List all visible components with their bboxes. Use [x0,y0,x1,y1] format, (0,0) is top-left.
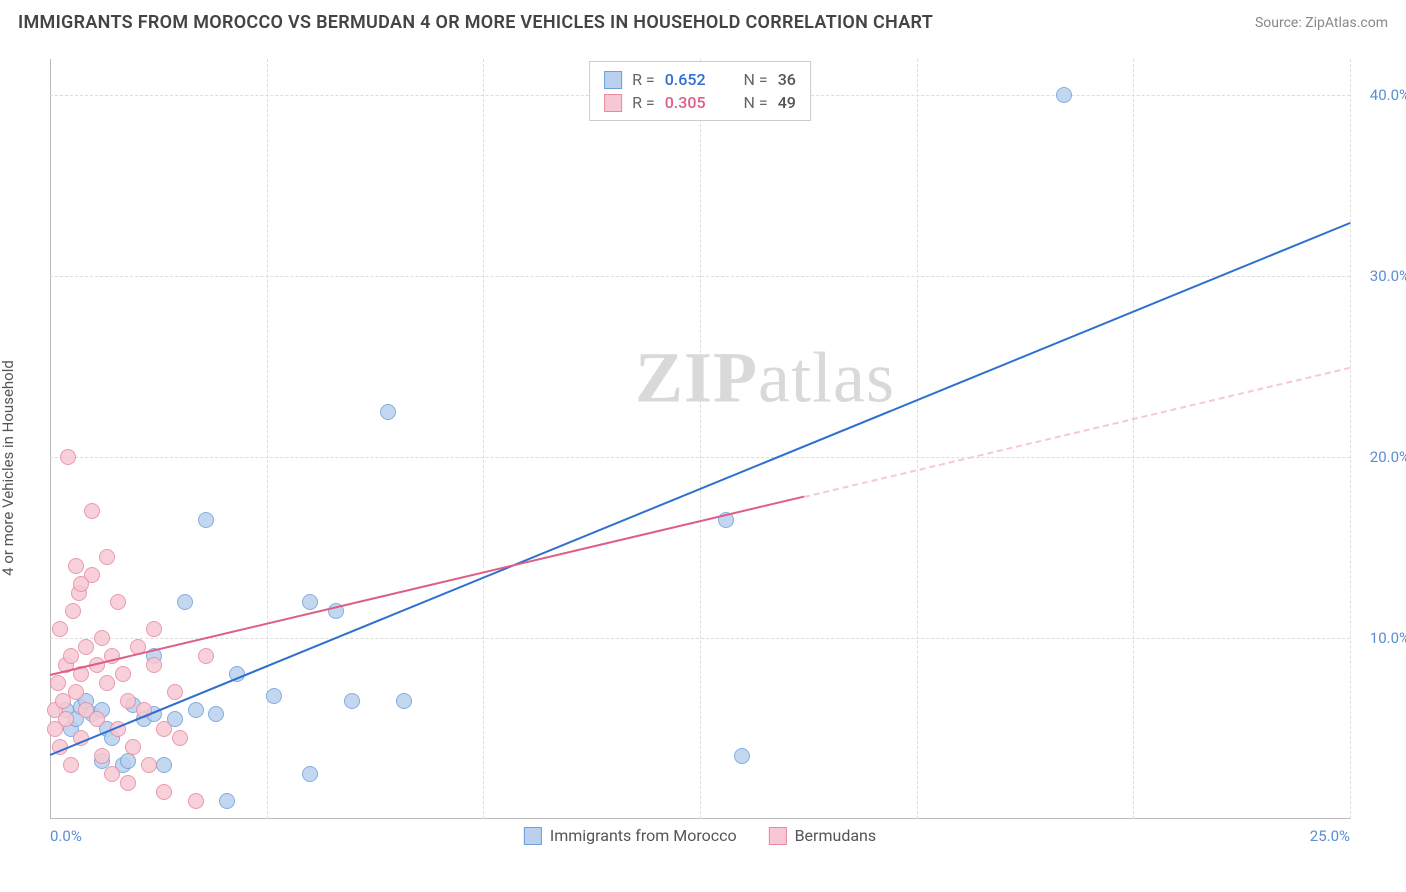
data-point-bermudans [58,711,74,727]
data-point-bermudans [60,449,76,465]
data-point-bermudans [141,757,157,773]
gridline-v [917,59,918,819]
data-point-bermudans [146,621,162,637]
legend-item-bermudans: Bermudans [769,826,877,845]
data-point-morocco [380,404,396,420]
data-point-morocco [1056,87,1072,103]
data-point-bermudans [68,558,84,574]
data-point-bermudans [146,657,162,673]
header: IMMIGRANTS FROM MOROCCO VS BERMUDAN 4 OR… [0,0,1406,39]
data-point-morocco [156,757,172,773]
data-point-bermudans [94,630,110,646]
swatch-bermudans [604,94,622,112]
swatch-morocco [604,71,622,89]
data-point-bermudans [156,784,172,800]
plot-area: ZIPatlas R = 0.652 N = 36 R = 0.305 N = … [50,59,1350,819]
data-point-bermudans [125,739,141,755]
data-point-morocco [177,594,193,610]
legend-row-bermudans: R = 0.305 N = 49 [604,91,796,114]
gridline-v [483,59,484,819]
data-point-morocco [208,706,224,722]
data-point-bermudans [198,648,214,664]
watermark-rest: atlas [758,338,895,418]
data-point-morocco [198,512,214,528]
data-point-bermudans [120,775,136,791]
data-point-bermudans [120,693,136,709]
legend-label-bermudans: Bermudans [795,826,877,845]
y-tick-label: 30.0% [1370,267,1406,285]
data-point-morocco [734,748,750,764]
legend-row-morocco: R = 0.652 N = 36 [604,68,796,91]
data-point-bermudans [89,711,105,727]
data-point-morocco [302,766,318,782]
y-axis-label: 4 or more Vehicles in Household [0,360,17,576]
data-point-bermudans [99,675,115,691]
data-point-bermudans [63,757,79,773]
swatch-morocco [524,827,542,845]
data-point-bermudans [110,594,126,610]
chart-title: IMMIGRANTS FROM MOROCCO VS BERMUDAN 4 OR… [18,12,933,33]
r-value-bermudans: 0.305 [665,93,706,112]
data-point-bermudans [167,684,183,700]
r-value-morocco: 0.652 [665,70,706,89]
x-tick-label: 0.0% [50,827,82,845]
data-point-bermudans [78,639,94,655]
watermark-bold: ZIP [635,338,758,418]
n-label: N = [744,70,768,89]
series-legend: Immigrants from Morocco Bermudans [524,826,876,845]
chart-container: 4 or more Vehicles in Household ZIPatlas… [0,39,1406,879]
data-point-bermudans [68,684,84,700]
data-point-bermudans [63,648,79,664]
n-value-bermudans: 49 [778,93,796,112]
data-point-bermudans [99,549,115,565]
r-label: R = [632,70,655,89]
correlation-legend: R = 0.652 N = 36 R = 0.305 N = 49 [589,61,811,121]
gridline-v [267,59,268,819]
legend-item-morocco: Immigrants from Morocco [524,826,737,845]
watermark: ZIPatlas [635,337,895,420]
data-point-morocco [344,693,360,709]
regression-line-bermudans [50,496,804,676]
data-point-morocco [396,693,412,709]
y-tick-label: 40.0% [1370,86,1406,104]
data-point-bermudans [65,603,81,619]
y-tick-label: 10.0% [1370,629,1406,647]
data-point-bermudans [115,666,131,682]
data-point-bermudans [73,576,89,592]
data-point-bermudans [52,621,68,637]
y-tick-label: 20.0% [1370,448,1406,466]
data-point-bermudans [104,766,120,782]
data-point-bermudans [50,675,66,691]
data-point-morocco [266,688,282,704]
source-label: Source: ZipAtlas.com [1255,15,1388,31]
gridline-v [1350,59,1351,819]
gridline-v [700,59,701,819]
x-tick-label: 25.0% [1310,827,1350,845]
data-point-morocco [188,702,204,718]
data-point-bermudans [172,730,188,746]
data-point-bermudans [188,793,204,809]
data-point-bermudans [84,503,100,519]
gridline-v [1133,59,1134,819]
data-point-morocco [302,594,318,610]
swatch-bermudans [769,827,787,845]
n-label: N = [744,93,768,112]
data-point-morocco [219,793,235,809]
n-value-morocco: 36 [778,70,796,89]
r-label: R = [632,93,655,112]
regression-line-ext-bermudans [804,367,1350,498]
legend-label-morocco: Immigrants from Morocco [550,826,737,845]
data-point-bermudans [94,748,110,764]
data-point-bermudans [156,721,172,737]
data-point-morocco [120,753,136,769]
